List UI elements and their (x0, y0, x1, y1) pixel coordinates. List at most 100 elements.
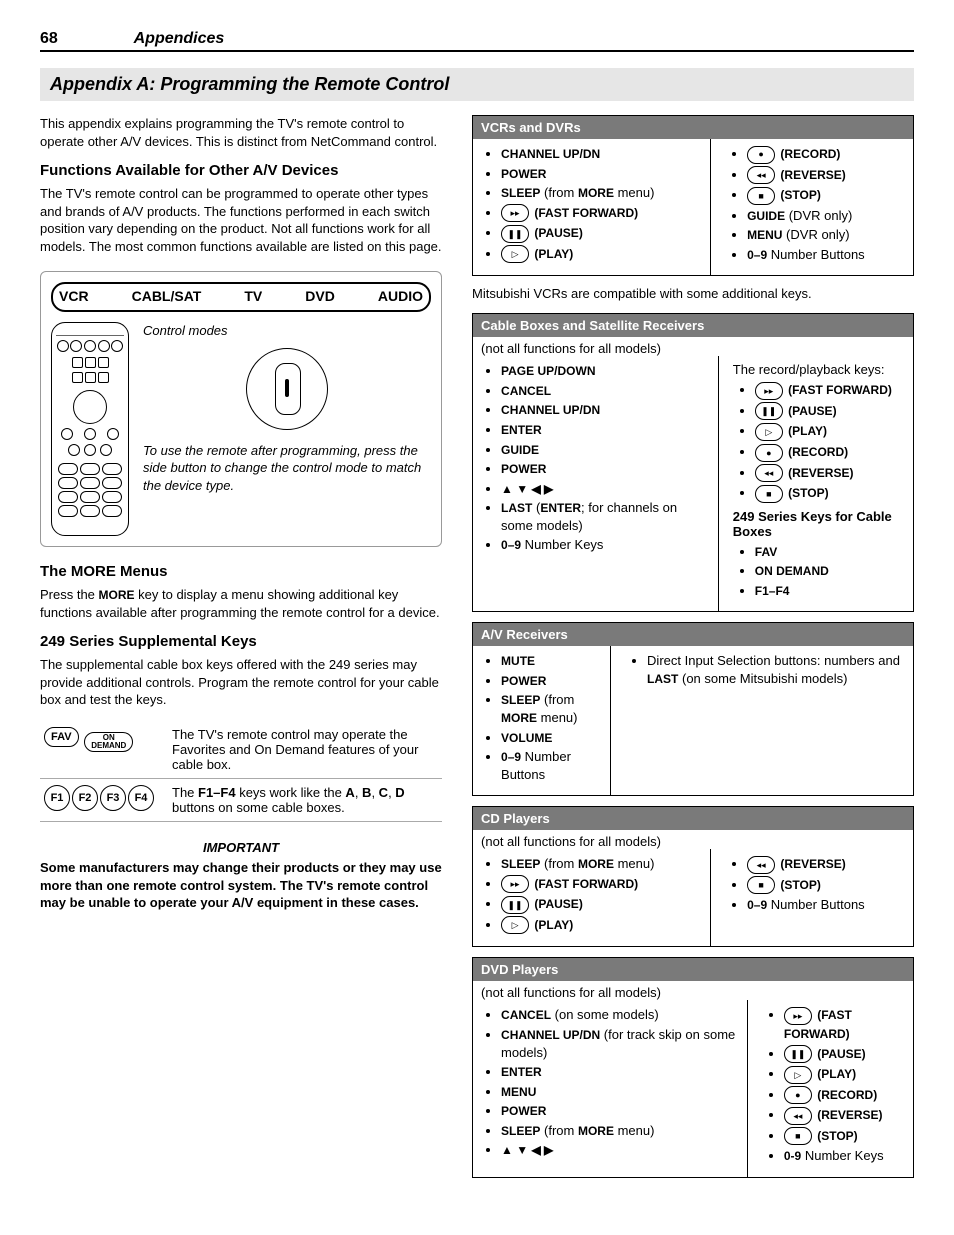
list-item: 0-9 Number Keys (784, 1147, 907, 1165)
cable-box: Cable Boxes and Satellite Receivers (not… (472, 313, 914, 612)
transport-icon: ❚❚ (501, 896, 529, 914)
list-item: MENU (DVR only) (747, 226, 907, 244)
heading-249: 249 Series Supplemental Keys (40, 633, 442, 650)
list-item: POWER (501, 1102, 741, 1120)
list-item: PAGE UP/DOWN (501, 362, 712, 380)
av-col1: MUTEPOWERSLEEP (from MORE menu)VOLUME0–9… (479, 652, 604, 783)
cd-col1: SLEEP (from MORE menu)▸▸ (FAST FORWARD)❚… (479, 855, 704, 934)
av-title: A/V Receivers (473, 623, 913, 646)
key-cell: F1F2F3F4 (40, 779, 168, 822)
list-item: MENU (501, 1083, 741, 1101)
list-item: ▸▸ (FAST FORWARD) (501, 204, 704, 223)
list-item: CHANNEL UP/DN (501, 145, 704, 163)
list-item: CHANNEL UP/DN (for track skip on some mo… (501, 1026, 741, 1061)
list-item: Direct Input Selection buttons: numbers … (647, 652, 907, 687)
mode-label: TV (244, 288, 262, 304)
list-item: ■ (STOP) (747, 876, 907, 895)
transport-icon: ● (747, 146, 775, 164)
heading-functions: Functions Available for Other A/V Device… (40, 162, 442, 179)
list-item: POWER (501, 460, 712, 478)
transport-icon: ● (784, 1086, 812, 1104)
list-item: ▷ (PLAY) (501, 245, 704, 264)
mode-label: AUDIO (378, 288, 423, 304)
transport-icon: ❚❚ (784, 1045, 812, 1063)
list-item: ▸▸ (FAST FORWARD) (501, 875, 704, 894)
transport-icon: ▸▸ (501, 204, 529, 222)
transport-icon: ■ (784, 1127, 812, 1145)
transport-icon: ■ (755, 485, 783, 503)
list-item: ■ (STOP) (755, 484, 907, 503)
mode-label: VCR (59, 288, 89, 304)
list-item: ON DEMAND (755, 562, 907, 580)
list-item: ▸▸ (FAST FORWARD) (784, 1006, 907, 1042)
heading-more-menus: The MORE Menus (40, 563, 442, 580)
cable-title: Cable Boxes and Satellite Receivers (473, 314, 913, 337)
paragraph-functions: The TV's remote control can be programme… (40, 185, 442, 255)
av-box: A/V Receivers MUTEPOWERSLEEP (from MORE … (472, 622, 914, 796)
list-item: ENTER (501, 421, 712, 439)
list-item: ● (RECORD) (755, 443, 907, 462)
list-item: GUIDE (DVR only) (747, 207, 907, 225)
transport-icon: ▸▸ (501, 875, 529, 893)
dvd-note: (not all functions for all models) (473, 981, 913, 1000)
list-item: SLEEP (from MORE menu) (501, 855, 704, 873)
list-item: FAV (755, 543, 907, 561)
transport-icon: ▸▸ (784, 1007, 812, 1025)
av-col2: Direct Input Selection buttons: numbers … (625, 652, 907, 687)
vcr-col1: CHANNEL UP/DNPOWERSLEEP (from MORE menu)… (479, 145, 704, 263)
vcr-footnote: Mitsubishi VCRs are compatible with some… (472, 286, 914, 301)
transport-icon: ❚❚ (755, 402, 783, 420)
table-row: FAV ON DEMAND The TV's remote control ma… (40, 721, 442, 779)
list-item: ❚❚ (PAUSE) (501, 895, 704, 914)
list-item: GUIDE (501, 441, 712, 459)
mode-label: CABL/SAT (132, 288, 202, 304)
figure-caption-top: Control modes (143, 322, 431, 340)
list-item: ◂◂ (REVERSE) (755, 464, 907, 483)
list-item: ■ (STOP) (784, 1127, 907, 1146)
vcr-col2: ● (RECORD)◂◂ (REVERSE)■ (STOP)GUIDE (DVR… (725, 145, 907, 263)
list-item: ▲ ▼ ◀ ▶ (501, 1141, 741, 1159)
list-item: ● (RECORD) (747, 145, 907, 164)
list-item: ● (RECORD) (784, 1086, 907, 1105)
paragraph-249: The supplemental cable box keys offered … (40, 656, 442, 709)
list-item: ▲ ▼ ◀ ▶ (501, 480, 712, 498)
section-name: Appendices (134, 30, 225, 47)
figure-caption-body: To use the remote after programming, pre… (143, 442, 431, 495)
transport-icon: ■ (747, 187, 775, 205)
cable-note: (not all functions for all models) (473, 337, 913, 356)
dvd-col2: ▸▸ (FAST FORWARD)❚❚ (PAUSE)▷ (PLAY)● (RE… (762, 1006, 907, 1164)
paragraph-more: Press the MORE key to display a menu sho… (40, 586, 442, 621)
title-bar: Appendix A: Programming the Remote Contr… (40, 68, 914, 101)
intro-paragraph: This appendix explains programming the T… (40, 115, 442, 150)
list-item: CANCEL (on some models) (501, 1006, 741, 1024)
table-row: F1F2F3F4 The F1–F4 keys work like the A,… (40, 779, 442, 822)
list-item: 0–9 Number Buttons (501, 748, 604, 783)
list-item: SLEEP (from MORE menu) (501, 1122, 741, 1140)
dvd-box: DVD Players (not all functions for all m… (472, 957, 914, 1177)
cable-249-list: FAVON DEMANDF1–F4 (733, 543, 907, 600)
supplemental-keys-table: FAV ON DEMAND The TV's remote control ma… (40, 721, 442, 822)
page-header: 68 Appendices (40, 30, 914, 52)
cable-col2-intro: The record/playback keys: (733, 362, 907, 377)
list-item: ▸▸ (FAST FORWARD) (755, 381, 907, 400)
cable-col2: ▸▸ (FAST FORWARD)❚❚ (PAUSE)▷ (PLAY)● (RE… (733, 381, 907, 502)
cable-col1: PAGE UP/DOWNCANCELCHANNEL UP/DNENTERGUID… (479, 362, 712, 553)
list-item: ❚❚ (PAUSE) (784, 1045, 907, 1064)
list-item: MUTE (501, 652, 604, 670)
list-item: 0–9 Number Keys (501, 536, 712, 554)
list-item: ▷ (PLAY) (755, 422, 907, 441)
f2-key-icon: F2 (72, 785, 98, 811)
right-column: VCRs and DVRs CHANNEL UP/DNPOWERSLEEP (f… (472, 115, 914, 1188)
remote-sketch-icon (51, 322, 129, 536)
cd-col2: ◂◂ (REVERSE)■ (STOP)0–9 Number Buttons (725, 855, 907, 914)
cd-note: (not all functions for all models) (473, 830, 913, 849)
important-heading: IMPORTANT (40, 840, 442, 855)
list-item: ■ (STOP) (747, 186, 907, 205)
f4-key-icon: F4 (128, 785, 154, 811)
list-item: SLEEP (from MORE menu) (501, 691, 604, 726)
transport-icon: ❚❚ (501, 225, 529, 243)
dvd-title: DVD Players (473, 958, 913, 981)
list-item: SLEEP (from MORE menu) (501, 184, 704, 202)
page-number: 68 (40, 30, 130, 48)
list-item: ENTER (501, 1063, 741, 1081)
